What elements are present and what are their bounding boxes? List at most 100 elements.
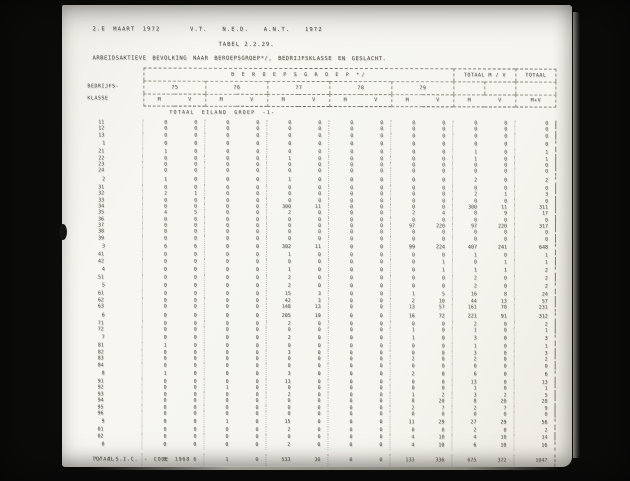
data-cell: 161 (467, 304, 477, 311)
data-cell: 0 (421, 236, 453, 243)
beroepsgroep-band-header: B E R O E P S G R O E P */ (143, 67, 454, 82)
data-cell: 0 (514, 363, 556, 370)
header-spacer (484, 81, 516, 95)
row-label: 3 (84, 242, 143, 252)
data-cell: 0 (411, 258, 415, 265)
data-cell: 0 (411, 283, 415, 290)
data-cell: 0 (297, 418, 329, 428)
data-cell: 0 (225, 283, 229, 290)
data-cell: 0 (164, 140, 168, 147)
data-cell: 0 (287, 362, 291, 369)
data-cell: 0 (235, 410, 267, 418)
data-cell: 0 (473, 236, 477, 243)
document-subtitle: ARBEIDSAKTIEVE BEVOLKING NAAR BEROEPSGRO… (92, 55, 387, 63)
data-cell: 0 (174, 175, 206, 185)
data-cell: 0 (411, 275, 415, 282)
data-cell: 0 (226, 140, 230, 147)
data-cell: 0 (350, 141, 354, 148)
data-cell: 0 (163, 258, 167, 265)
data-cell: 205 (281, 312, 291, 319)
data-cell: 0 (422, 168, 454, 176)
data-cell: 1 (514, 259, 556, 266)
data-cell: 0 (359, 235, 392, 243)
data-cell: 0 (474, 168, 478, 175)
data-cell: 0 (163, 410, 167, 417)
data-cell: 10 (421, 433, 453, 441)
data-cell: 231 (514, 304, 556, 312)
data-cell: 14 (514, 434, 556, 441)
data-cell: 0 (411, 267, 415, 274)
data-cell: 16 (408, 312, 415, 319)
row-label: 1 (85, 139, 144, 149)
data-cell: 0 (173, 410, 205, 417)
table-row: 51 0 0 0 0 2 0 0 0 0 0 2 0 2 (84, 274, 558, 283)
data-cell: 6 (163, 243, 167, 250)
data-cell: 0 (349, 327, 353, 334)
data-cell: 2 (473, 275, 477, 282)
table-row: 02 0 0 0 0 0 0 0 0 4 10 4 10 14 (84, 433, 557, 441)
data-cell: 0 (349, 312, 353, 319)
data-cell: 0 (225, 441, 229, 448)
table-row: 24 0 0 0 0 0 0 0 0 0 0 0 0 0 (85, 167, 558, 176)
data-cell: 29 (421, 418, 453, 428)
data-cell: 0 (360, 132, 392, 140)
data-cell: 0 (297, 326, 329, 334)
data-cell: 0 (163, 433, 167, 440)
data-cell: 0 (163, 283, 167, 290)
data-cell: 19 (297, 311, 329, 321)
data-cell: 0 (298, 175, 330, 185)
data-cell: 0 (360, 140, 392, 150)
data-cell: 0 (359, 243, 391, 253)
data-cell: 0 (349, 419, 353, 426)
data-cell: 0 (412, 133, 416, 140)
data-cell: 0 (298, 168, 330, 175)
data-cell: 0 (287, 326, 291, 333)
data-cell: 0 (359, 411, 391, 418)
data-cell: 0 (483, 334, 515, 344)
table-number: TABEL 2.2.29. (218, 41, 275, 48)
data-cell: 0 (163, 362, 167, 369)
header-spacer (453, 81, 485, 95)
data-cell: 0 (484, 140, 516, 150)
data-cell: 1 (163, 370, 167, 377)
data-cell: 0 (349, 267, 353, 274)
data-cell: 2 (474, 177, 478, 184)
data-cell: 0 (236, 168, 268, 175)
data-cell: 0 (421, 370, 453, 380)
data-cell: 0 (359, 441, 391, 451)
data-cell: 0 (236, 139, 268, 150)
data-cell: 0 (422, 133, 454, 140)
data-cell: 372 (483, 454, 515, 467)
data-cell: 0 (349, 335, 353, 342)
totaal-mv-header: TOTAAL M / V (453, 68, 516, 82)
data-cell: 0 (235, 369, 267, 379)
data-cell: 0 (226, 132, 230, 139)
data-cell: 0 (288, 141, 292, 148)
data-cell: 0 (411, 236, 416, 243)
data-cell: 0 (473, 259, 477, 266)
data-cell: 133 (405, 457, 415, 464)
data-cell: 0 (235, 282, 267, 292)
column-header-group: 78 (329, 81, 392, 95)
data-cell: 1 (421, 258, 453, 266)
data-cell: 72 (421, 311, 453, 321)
data-cell: 2 (287, 274, 291, 281)
data-cell: 0 (350, 132, 354, 139)
data-cell: 0 (226, 176, 230, 183)
binding-notch (59, 224, 67, 240)
data-cell: 6 (473, 442, 477, 449)
data-cell: 0 (350, 176, 354, 183)
data-cell: 0 (412, 168, 416, 175)
column-header-sub: M (267, 93, 299, 107)
data-cell: 0 (297, 235, 330, 243)
footnote: */ I.S.I.C. - CODE 1968 (94, 456, 191, 463)
data-cell: 0 (297, 410, 329, 418)
data-cell: 3 (287, 370, 291, 377)
data-cell: 0 (411, 411, 415, 418)
data-cell: 0 (287, 433, 291, 440)
data-cell: 0 (412, 176, 416, 183)
data-cell: 0 (484, 176, 516, 186)
column-header-sub: V (174, 93, 206, 107)
data-cell: 0 (483, 275, 515, 282)
data-cell: 30 (297, 454, 329, 467)
